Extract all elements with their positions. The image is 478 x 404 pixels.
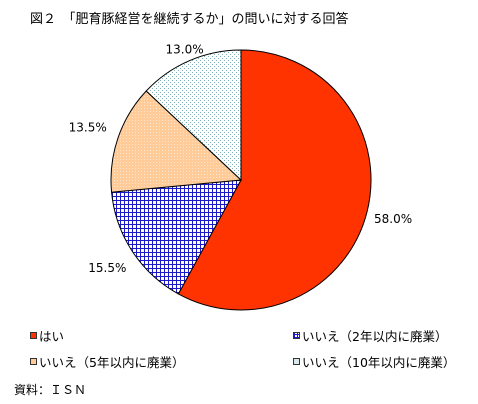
legend-item-no-10yr: いいえ（10年以内に廃業） <box>293 352 455 371</box>
legend-label-no-5yr: いいえ（5年以内に廃業） <box>39 355 185 370</box>
legend-item-no-2yr: いいえ（2年以内に廃業） <box>293 326 447 345</box>
legend-swatch-no-10yr <box>293 358 300 365</box>
slice-no-2yr <box>111 179 242 295</box>
value-label-no-10yr: 13.0% <box>166 43 204 57</box>
legend-label-yes: はい <box>39 329 65 344</box>
legend-swatch-yes <box>30 332 37 339</box>
legend-swatch-no-2yr <box>293 332 300 339</box>
slice-yes <box>177 49 372 311</box>
legend-label-no-2yr: いいえ（2年以内に廃業） <box>302 329 448 344</box>
legend-swatch-no-5yr <box>30 358 37 365</box>
legend-item-yes: はい <box>30 326 64 345</box>
slice-no-10yr <box>145 49 242 182</box>
value-label-yes: 58.0% <box>374 212 412 226</box>
chart-title: 図２ 「肥育豚経営を継続するか」の問いに対する回答 <box>30 12 349 27</box>
value-label-no-2yr: 15.5% <box>88 261 126 275</box>
slice-no-5yr <box>110 90 243 193</box>
value-label-no-5yr: 13.5% <box>69 121 107 135</box>
source-note: 資料：ＩＳＮ <box>14 383 87 397</box>
legend-item-no-5yr: いいえ（5年以内に廃業） <box>30 352 184 371</box>
legend-label-no-10yr: いいえ（10年以内に廃業） <box>302 355 456 370</box>
